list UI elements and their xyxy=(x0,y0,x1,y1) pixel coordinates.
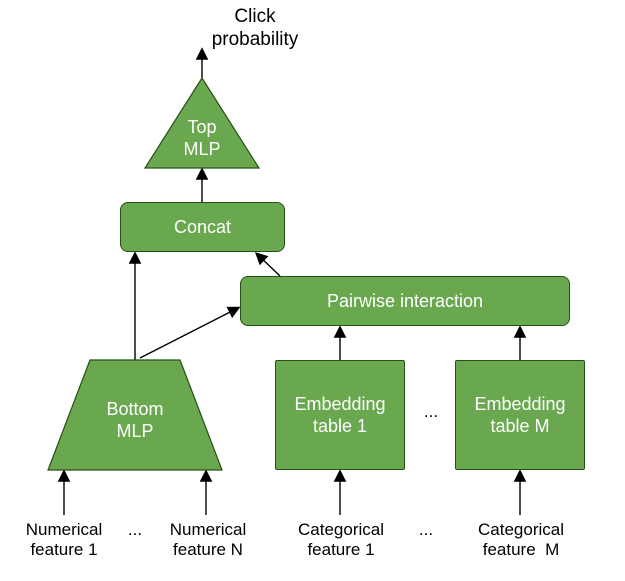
top-mlp-label: Top xyxy=(187,117,216,137)
concat-label: Concat xyxy=(174,216,231,239)
output-label: Click probability xyxy=(200,6,310,52)
top-mlp-node xyxy=(145,78,259,168)
ellipsis-numerical: ... xyxy=(120,520,150,540)
embedding-table-m-node: Embedding table M xyxy=(455,360,585,470)
categorical-feature-m-label: Categorical feature M xyxy=(466,520,576,561)
diagram-canvas: Top MLP Bottom MLP Click probability Con… xyxy=(0,0,625,581)
bottom-mlp-label: MLP xyxy=(116,421,153,441)
embedding-table-1-node: Embedding table 1 xyxy=(275,360,405,470)
ellipsis-categorical: ... xyxy=(411,520,441,540)
pairwise-label: Pairwise interaction xyxy=(327,290,483,313)
embedding-table-1-label: Embedding table 1 xyxy=(294,393,385,438)
numerical-feature-n-label: Numerical feature N xyxy=(158,520,258,561)
numerical-feature-1-label: Numerical feature 1 xyxy=(14,520,114,561)
concat-node: Concat xyxy=(120,202,285,252)
bottom-mlp-node xyxy=(48,360,222,470)
pairwise-interaction-node: Pairwise interaction xyxy=(240,276,570,326)
bottom-mlp-label: Bottom xyxy=(106,399,163,419)
top-mlp-label: MLP xyxy=(183,139,220,159)
ellipsis-embed: ... xyxy=(411,402,451,422)
categorical-feature-1-label: Categorical feature 1 xyxy=(286,520,396,561)
embedding-table-m-label: Embedding table M xyxy=(474,393,565,438)
